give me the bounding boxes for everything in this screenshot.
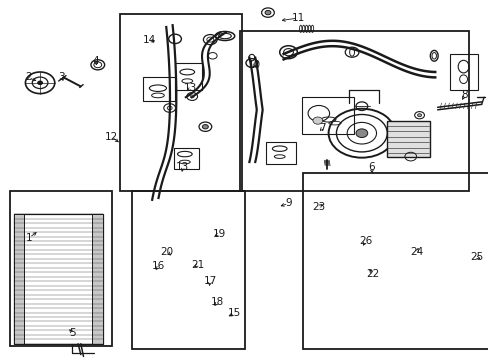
Text: 15: 15 — [227, 308, 241, 318]
Text: 20: 20 — [161, 247, 173, 257]
Circle shape — [312, 117, 322, 124]
Text: 23: 23 — [311, 202, 325, 212]
Text: 16: 16 — [152, 261, 165, 271]
Circle shape — [38, 81, 42, 85]
Text: 12: 12 — [104, 132, 118, 142]
Bar — [265, 142, 295, 164]
Text: 10: 10 — [247, 60, 260, 70]
Bar — [14, 214, 24, 344]
Text: 11: 11 — [291, 13, 305, 23]
Bar — [302, 97, 353, 134]
Text: 18: 18 — [210, 297, 224, 307]
Text: 5: 5 — [69, 328, 76, 338]
Bar — [173, 148, 199, 169]
Bar — [303, 173, 488, 349]
Text: 4: 4 — [92, 56, 99, 66]
Bar — [10, 191, 112, 346]
Text: 8: 8 — [460, 90, 467, 100]
Text: 6: 6 — [367, 162, 374, 172]
Text: 1: 1 — [26, 233, 33, 243]
Text: 17: 17 — [203, 276, 217, 286]
Bar — [174, 63, 202, 90]
Bar — [92, 214, 103, 344]
Text: 21: 21 — [191, 260, 204, 270]
Text: 26: 26 — [358, 236, 372, 246]
Circle shape — [355, 129, 367, 138]
Bar — [143, 77, 175, 101]
Text: 22: 22 — [365, 269, 379, 279]
Text: 9: 9 — [285, 198, 291, 208]
Bar — [132, 191, 244, 349]
Text: 14: 14 — [142, 35, 156, 45]
Bar — [14, 214, 103, 344]
Text: 13: 13 — [183, 83, 197, 93]
Circle shape — [417, 114, 421, 117]
Circle shape — [264, 10, 270, 15]
Text: 2: 2 — [25, 72, 32, 82]
Text: 19: 19 — [212, 229, 225, 239]
Text: 3: 3 — [58, 72, 64, 82]
Text: 13: 13 — [176, 162, 189, 172]
Text: 7: 7 — [319, 123, 325, 133]
Circle shape — [202, 125, 208, 129]
Bar — [239, 31, 468, 191]
Bar — [386, 121, 429, 157]
Text: 25: 25 — [469, 252, 483, 262]
Text: 24: 24 — [409, 247, 423, 257]
Bar — [120, 14, 242, 191]
Bar — [449, 54, 477, 90]
